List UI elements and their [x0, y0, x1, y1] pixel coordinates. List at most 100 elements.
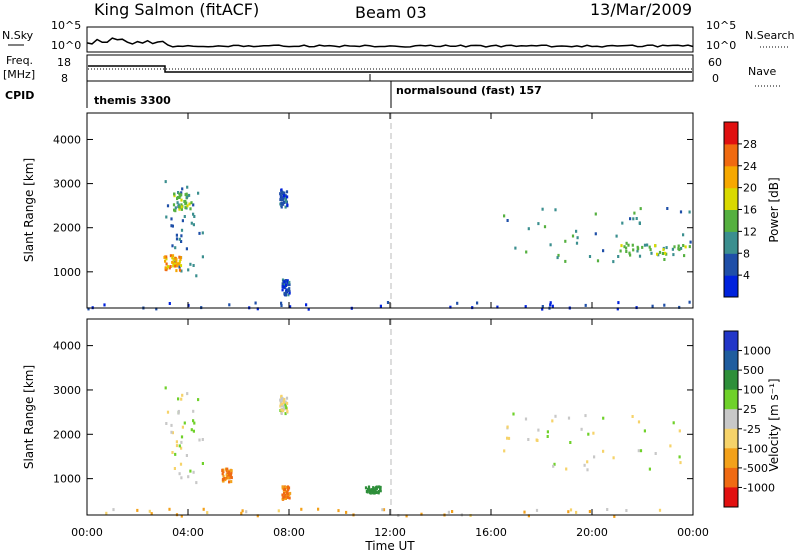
- echo-cell: [281, 404, 285, 408]
- echo-cell: [337, 509, 340, 513]
- echo-cell: [280, 402, 283, 406]
- echo-cell: [170, 423, 173, 427]
- echo-cell: [447, 510, 450, 514]
- echo-cell: [228, 476, 231, 480]
- velocity-colorbar-tick: 1000: [743, 345, 771, 358]
- echo-cell: [541, 307, 544, 311]
- echo-cell: [377, 491, 380, 495]
- echo-cell: [277, 509, 280, 513]
- echo-cell: [523, 510, 526, 514]
- echo-cell: [541, 207, 544, 211]
- echo-cell: [285, 190, 289, 194]
- echo-cell: [629, 217, 632, 221]
- echo-cell: [602, 449, 605, 453]
- echo-cell: [677, 244, 680, 248]
- ytick-label: 2000: [53, 222, 81, 235]
- echo-cell: [168, 507, 171, 511]
- echo-cell: [181, 393, 184, 397]
- echo-cell: [671, 247, 674, 251]
- echo-cell: [228, 303, 231, 307]
- nsearch-tick-top: 10^5: [706, 19, 736, 32]
- echo-cell: [648, 245, 651, 249]
- freq-unit: [MHz]: [3, 68, 35, 81]
- echo-cell: [171, 431, 174, 435]
- echo-cell: [602, 249, 605, 253]
- echo-cell: [185, 201, 188, 205]
- velocity-colorbar: 1000 500 100 25 -25 -100 -500 -1000: [723, 330, 775, 508]
- echo-cell: [281, 192, 285, 196]
- ytick-label: 3000: [53, 178, 81, 191]
- echo-cell: [551, 304, 554, 308]
- echo-cell: [188, 202, 191, 206]
- echo-cell: [105, 511, 108, 515]
- echo-cell: [177, 411, 180, 415]
- echo-cell: [571, 234, 575, 238]
- echo-cell: [254, 301, 257, 305]
- echo-cell: [617, 301, 620, 305]
- echo-cell: [617, 255, 620, 258]
- echo-cell: [174, 246, 177, 250]
- echo-cell: [173, 262, 176, 266]
- velocity-colorbar-tick: -500: [743, 462, 768, 475]
- echo-cell: [637, 247, 640, 251]
- echo-cell: [379, 488, 382, 492]
- echo-cell: [654, 244, 657, 248]
- freq-label: Freq.: [6, 54, 33, 67]
- echo-cell: [164, 266, 167, 270]
- echo-cell: [228, 473, 231, 476]
- echo-cell: [172, 261, 175, 265]
- echo-cell: [150, 512, 153, 516]
- echo-cell: [673, 245, 676, 249]
- power-colorbar-swatch: [724, 253, 738, 276]
- echo-cell: [180, 203, 183, 207]
- echo-cell: [183, 421, 186, 425]
- echo-cell: [175, 233, 178, 237]
- echo-cell: [689, 240, 692, 244]
- nsearch-label: N.Search: [745, 29, 795, 42]
- nsky-tick-bottom: 10^0: [51, 39, 81, 52]
- echo-cell: [386, 301, 390, 304]
- echo-cell: [175, 269, 178, 273]
- echo-cell: [176, 264, 179, 268]
- echo-cell: [175, 444, 179, 448]
- echo-cell: [625, 241, 628, 245]
- velocity-colorbar-tick: 100: [743, 384, 764, 397]
- velocity-colorbar-swatch: [724, 350, 738, 371]
- echo-cell: [506, 425, 509, 429]
- echo-cell: [678, 429, 681, 433]
- echo-cell: [282, 409, 285, 413]
- echo-cell: [180, 440, 183, 444]
- power-colorbar-tick: 28: [743, 138, 757, 151]
- echo-cell: [176, 201, 179, 205]
- xtick-label: 12:00: [374, 526, 406, 539]
- echo-cell: [192, 223, 195, 227]
- echo-cell: [654, 452, 657, 455]
- echo-cell: [405, 514, 408, 518]
- echo-cell: [280, 400, 283, 404]
- echo-cell: [664, 251, 667, 255]
- echo-cell: [527, 438, 530, 441]
- echo-cell: [281, 190, 284, 194]
- echo-cell: [288, 496, 291, 500]
- velocity-colorbar-swatch: [724, 331, 738, 352]
- echo-cell: [112, 508, 115, 512]
- echo-cell: [379, 485, 382, 489]
- echo-cell: [178, 192, 181, 196]
- echo-cell: [177, 262, 180, 266]
- velocity-colorbar-swatch: [724, 467, 738, 488]
- echo-cell: [638, 221, 641, 225]
- echo-cell: [192, 264, 195, 267]
- echo-cell: [245, 510, 248, 514]
- echo-cell: [569, 441, 572, 444]
- echo-cell: [284, 400, 287, 404]
- echo-cell: [201, 462, 204, 465]
- echo-cell: [206, 511, 209, 515]
- echo-cell: [569, 508, 573, 512]
- echo-cell: [575, 229, 578, 233]
- echo-cell: [198, 231, 201, 235]
- echo-cell: [286, 495, 289, 499]
- power-colorbar-tick: 16: [743, 204, 757, 217]
- echo-cell: [155, 307, 158, 311]
- echo-cell: [372, 491, 375, 495]
